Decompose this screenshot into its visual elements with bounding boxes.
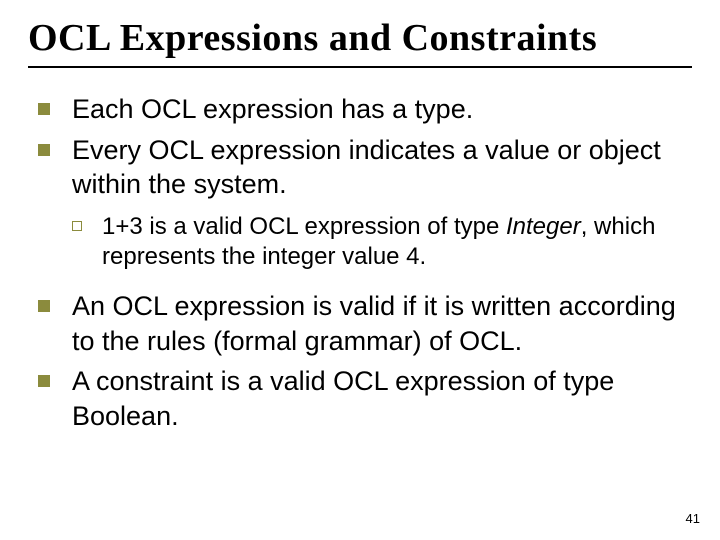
bullet-icon	[38, 144, 50, 156]
list-item: Each OCL expression has a type.	[38, 92, 692, 127]
list-item: A constraint is a valid OCL expression o…	[38, 364, 692, 433]
bullet-icon	[38, 103, 50, 115]
sub-text-part: 1+3 is a valid OCL expression of type	[102, 213, 506, 240]
slide-container: OCL Expressions and Constraints Each OCL…	[0, 0, 720, 433]
sub-bullet-text: 1+3 is a valid OCL expression of type In…	[102, 212, 692, 273]
sub-text-italic: Integer	[506, 213, 581, 240]
bullet-text: Every OCL expression indicates a value o…	[72, 133, 692, 202]
list-item: 1+3 is a valid OCL expression of type In…	[72, 212, 692, 273]
main-bullet-list-2: An OCL expression is valid if it is writ…	[28, 289, 692, 433]
list-item: An OCL expression is valid if it is writ…	[38, 289, 692, 358]
bullet-text: An OCL expression is valid if it is writ…	[72, 289, 692, 358]
slide-title: OCL Expressions and Constraints	[28, 16, 692, 68]
sub-bullet-icon	[72, 221, 82, 231]
bullet-icon	[38, 375, 50, 387]
page-number: 41	[686, 511, 700, 526]
bullet-text: Each OCL expression has a type.	[72, 92, 473, 127]
bullet-icon	[38, 300, 50, 312]
main-bullet-list: Each OCL expression has a type. Every OC…	[28, 92, 692, 202]
list-item: Every OCL expression indicates a value o…	[38, 133, 692, 202]
sub-bullet-list: 1+3 is a valid OCL expression of type In…	[28, 212, 692, 273]
bullet-text: A constraint is a valid OCL expression o…	[72, 364, 692, 433]
